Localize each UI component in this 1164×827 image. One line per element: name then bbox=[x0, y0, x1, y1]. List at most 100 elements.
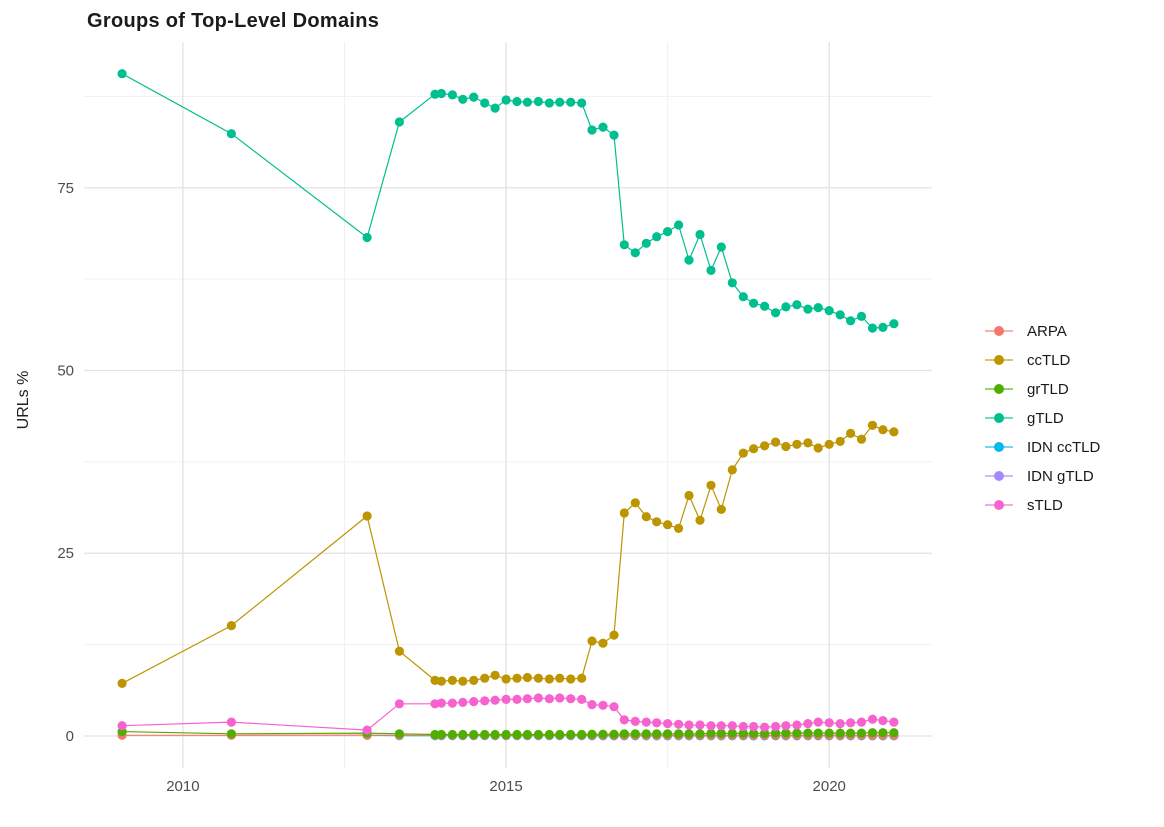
legend-item-ARPA: ARPA bbox=[984, 322, 1100, 340]
data-point bbox=[824, 439, 834, 449]
data-point bbox=[577, 729, 587, 740]
data-point bbox=[522, 694, 533, 704]
data-point bbox=[458, 676, 468, 686]
legend-key-icon bbox=[985, 326, 1013, 336]
data-point bbox=[781, 441, 791, 452]
data-point bbox=[771, 308, 781, 318]
data-point bbox=[469, 675, 479, 686]
legend-item-sTLD: sTLD bbox=[984, 496, 1100, 514]
data-point bbox=[824, 306, 834, 316]
data-point bbox=[609, 130, 619, 140]
data-point bbox=[566, 694, 576, 704]
data-point bbox=[544, 694, 555, 704]
data-point bbox=[663, 729, 673, 739]
data-point bbox=[889, 717, 899, 727]
data-point bbox=[447, 729, 457, 740]
data-point bbox=[716, 728, 726, 739]
data-point bbox=[587, 636, 597, 646]
data-point bbox=[663, 719, 673, 729]
data-point bbox=[706, 265, 716, 275]
data-point bbox=[577, 98, 587, 108]
data-point bbox=[598, 700, 608, 710]
data-point bbox=[598, 122, 608, 132]
data-point bbox=[447, 698, 457, 708]
data-point bbox=[760, 301, 770, 311]
data-point bbox=[630, 498, 640, 508]
data-point bbox=[684, 720, 694, 730]
data-point bbox=[609, 630, 619, 640]
data-point bbox=[716, 504, 726, 514]
data-point bbox=[630, 248, 640, 258]
data-point bbox=[663, 520, 673, 530]
data-point bbox=[867, 323, 878, 333]
data-point bbox=[226, 717, 236, 727]
legend-label: grTLD bbox=[1027, 380, 1069, 398]
data-point bbox=[652, 232, 662, 242]
data-point bbox=[749, 728, 759, 739]
data-point bbox=[566, 674, 576, 684]
data-point bbox=[889, 319, 899, 329]
data-point bbox=[641, 729, 651, 739]
data-point bbox=[856, 434, 867, 444]
data-point bbox=[394, 729, 404, 739]
data-point bbox=[781, 721, 791, 731]
legend-key-icon bbox=[985, 471, 1013, 481]
data-point bbox=[781, 728, 791, 738]
data-point bbox=[436, 88, 446, 99]
data-point bbox=[727, 728, 737, 739]
data-point bbox=[889, 728, 899, 738]
data-point bbox=[394, 699, 404, 709]
data-point bbox=[501, 729, 511, 740]
legend-label: gTLD bbox=[1027, 409, 1064, 427]
data-point bbox=[792, 728, 802, 738]
data-point bbox=[781, 302, 791, 312]
data-point bbox=[447, 675, 457, 686]
data-point bbox=[522, 97, 533, 107]
legend-label: sTLD bbox=[1027, 496, 1063, 514]
data-point bbox=[533, 96, 544, 107]
data-point bbox=[846, 718, 856, 728]
data-point bbox=[555, 729, 565, 740]
data-point bbox=[706, 728, 716, 739]
data-point bbox=[117, 678, 127, 689]
data-point bbox=[490, 729, 500, 740]
legend-key-icon bbox=[985, 355, 1013, 365]
legend: ARPA ccTLD grTLD gTLD IDN ccTLD IDN gTLD sTLD bbox=[984, 322, 1100, 514]
data-point bbox=[555, 693, 565, 703]
data-point bbox=[609, 702, 619, 712]
series-line-gTLD bbox=[121, 73, 895, 329]
data-point bbox=[674, 729, 684, 739]
data-point bbox=[226, 129, 236, 139]
data-point bbox=[706, 480, 716, 490]
data-point bbox=[652, 517, 662, 527]
data-point bbox=[609, 729, 619, 739]
legend-key-icon bbox=[985, 442, 1013, 452]
data-point bbox=[436, 676, 446, 686]
data-point bbox=[878, 425, 888, 435]
data-point bbox=[362, 725, 372, 735]
data-point bbox=[738, 448, 748, 458]
data-point bbox=[803, 438, 813, 448]
data-point bbox=[813, 443, 823, 453]
legend-item-ccTLD: ccTLD bbox=[984, 351, 1100, 369]
data-point bbox=[587, 700, 597, 710]
data-point bbox=[598, 638, 608, 648]
data-point bbox=[889, 427, 899, 437]
data-point bbox=[674, 220, 684, 230]
data-point bbox=[835, 436, 845, 446]
data-point bbox=[641, 238, 651, 248]
data-point bbox=[846, 316, 856, 326]
data-point bbox=[501, 674, 511, 684]
legend-item-grTLD: grTLD bbox=[984, 380, 1100, 398]
y-tick-label: 75 bbox=[57, 180, 74, 197]
legend-label: ccTLD bbox=[1027, 351, 1071, 369]
y-tick-label: 25 bbox=[57, 545, 74, 562]
data-point bbox=[436, 729, 446, 740]
data-point bbox=[738, 728, 748, 739]
y-tick-label: 0 bbox=[66, 728, 74, 745]
data-point bbox=[544, 674, 555, 684]
data-point bbox=[512, 694, 522, 705]
legend-key-icon bbox=[985, 500, 1013, 510]
data-point bbox=[226, 621, 236, 631]
y-tick-label: 50 bbox=[57, 362, 74, 379]
